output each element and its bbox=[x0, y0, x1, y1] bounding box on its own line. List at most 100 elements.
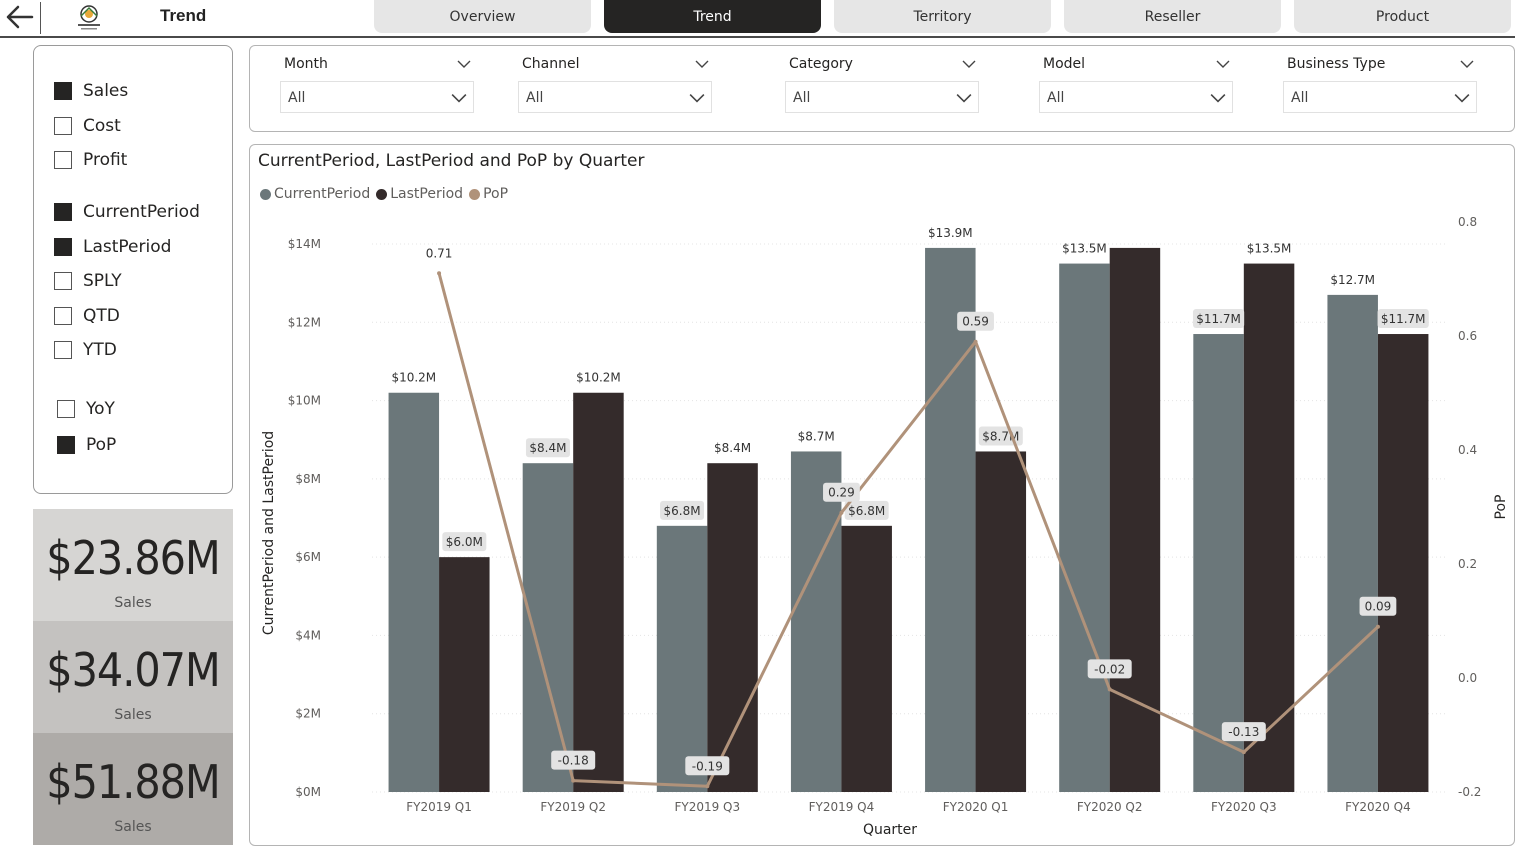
bar-currentperiod[interactable] bbox=[1327, 294, 1378, 792]
measure-option-currentperiod[interactable]: CurrentPeriod bbox=[54, 202, 200, 222]
checkbox[interactable] bbox=[54, 82, 72, 100]
checkbox[interactable] bbox=[54, 151, 72, 169]
legend-item-pop[interactable]: PoP bbox=[469, 186, 508, 202]
point-pop[interactable] bbox=[571, 778, 576, 783]
checkbox[interactable] bbox=[54, 238, 72, 256]
y-tick-label: $6M bbox=[295, 550, 321, 564]
bar-label-lastperiod: $13.5M bbox=[1247, 242, 1292, 256]
point-pop[interactable] bbox=[1107, 687, 1112, 692]
kpi-card: $34.07M Sales bbox=[33, 621, 233, 733]
bar-label-currentperiod: $13.5M bbox=[1062, 242, 1107, 256]
checkbox[interactable] bbox=[54, 272, 72, 290]
tab-territory[interactable]: Territory bbox=[834, 0, 1051, 33]
bar-label-currentperiod: $8.4M bbox=[529, 441, 566, 455]
bar-lastperiod[interactable] bbox=[573, 392, 624, 792]
legend-marker bbox=[376, 188, 388, 200]
point-pop[interactable] bbox=[973, 339, 978, 344]
measure-option-profit[interactable]: Profit bbox=[54, 150, 127, 170]
bar-currentperiod[interactable] bbox=[790, 451, 842, 792]
checkbox[interactable] bbox=[54, 341, 72, 359]
checkbox[interactable] bbox=[57, 436, 75, 454]
checkbox[interactable] bbox=[54, 307, 72, 325]
filter-dropdown[interactable]: All bbox=[785, 81, 979, 113]
legend-item-lastperiod[interactable]: LastPeriod bbox=[376, 186, 463, 202]
kpi-card: $51.88M Sales bbox=[33, 733, 233, 845]
measure-option-sales[interactable]: Sales bbox=[54, 81, 128, 101]
y-tick-label: $14M bbox=[288, 237, 321, 251]
filter-dropdown[interactable]: All bbox=[280, 81, 474, 113]
chevron-down-icon bbox=[956, 94, 972, 103]
measure-option-pop[interactable]: PoP bbox=[57, 435, 116, 455]
filter-title: Business Type bbox=[1287, 56, 1386, 72]
filter-title: Model bbox=[1043, 56, 1086, 72]
measure-option-yoy[interactable]: YoY bbox=[57, 399, 115, 419]
tab-overview[interactable]: Overview bbox=[374, 0, 591, 33]
y-tick-label: $0M bbox=[295, 785, 321, 799]
measure-option-ytd[interactable]: YTD bbox=[54, 340, 117, 360]
measure-option-sply[interactable]: SPLY bbox=[54, 271, 122, 291]
bar-lastperiod[interactable] bbox=[1377, 334, 1429, 792]
bar-currentperiod[interactable] bbox=[1059, 263, 1110, 792]
pop-label: -0.18 bbox=[558, 754, 589, 768]
point-pop[interactable] bbox=[437, 271, 442, 276]
tab-product[interactable]: Product bbox=[1294, 0, 1511, 33]
bar-currentperiod[interactable] bbox=[522, 463, 574, 792]
combo-chart: $0M $2M $4M $6M $8M $10M $12M $14M -0.2 0.0 0.2 0.4… bbox=[261, 215, 1509, 838]
checkbox[interactable] bbox=[54, 203, 72, 221]
bar-lastperiod[interactable] bbox=[1243, 263, 1295, 792]
top-separator bbox=[40, 2, 41, 34]
pop-label: 0.59 bbox=[962, 315, 989, 329]
point-pop[interactable] bbox=[839, 510, 844, 515]
bar-lastperiod[interactable] bbox=[841, 525, 892, 792]
pop-label: -0.13 bbox=[1228, 725, 1259, 739]
x-tick-label: FY2019 Q1 bbox=[406, 800, 472, 814]
checkbox[interactable] bbox=[54, 117, 72, 135]
legend-item-currentperiod[interactable]: CurrentPeriod bbox=[260, 186, 370, 202]
bar-currentperiod[interactable] bbox=[656, 525, 708, 792]
bar-lastperiod[interactable] bbox=[439, 557, 490, 792]
back-arrow-icon[interactable] bbox=[2, 0, 38, 34]
measure-option-label: Profit bbox=[83, 150, 128, 170]
chevron-down-icon[interactable] bbox=[457, 56, 471, 70]
filter-title: Channel bbox=[522, 56, 580, 72]
x-tick-label: FY2020 Q1 bbox=[943, 800, 1009, 814]
measure-option-lastperiod[interactable]: LastPeriod bbox=[54, 237, 171, 257]
filter-dropdown[interactable]: All bbox=[518, 81, 712, 113]
bar-lastperiod[interactable] bbox=[707, 463, 758, 792]
bar-label-currentperiod: $8.7M bbox=[798, 429, 835, 443]
bar-label-currentperiod-box bbox=[1192, 309, 1245, 329]
measure-option-cost[interactable]: Cost bbox=[54, 116, 121, 136]
kpi-value: $51.88M bbox=[46, 755, 220, 809]
y-tick-label: $10M bbox=[288, 394, 321, 408]
point-pop[interactable] bbox=[705, 784, 710, 789]
bar-lastperiod[interactable] bbox=[975, 451, 1027, 792]
pop-label: 0.09 bbox=[1365, 600, 1392, 614]
bar-label-lastperiod: $6.8M bbox=[848, 504, 885, 518]
adventure-works-logo bbox=[72, 2, 106, 34]
bar-label-currentperiod: $11.7M bbox=[1196, 312, 1241, 326]
bar-label-currentperiod: $13.9M bbox=[928, 226, 973, 240]
y2-axis-title: PoP bbox=[1493, 495, 1509, 520]
point-pop[interactable] bbox=[1241, 750, 1246, 755]
chevron-down-icon[interactable] bbox=[962, 56, 976, 70]
point-pop[interactable] bbox=[1375, 624, 1380, 629]
chevron-down-icon bbox=[689, 94, 705, 103]
bar-label-lastperiod-box bbox=[1377, 309, 1429, 329]
x-tick-label: FY2019 Q3 bbox=[674, 800, 740, 814]
chevron-down-icon[interactable] bbox=[695, 56, 709, 70]
measure-option-label: SPLY bbox=[83, 271, 122, 291]
bar-currentperiod[interactable] bbox=[388, 392, 440, 792]
x-tick-label: FY2020 Q3 bbox=[1211, 800, 1277, 814]
chevron-down-icon[interactable] bbox=[1216, 56, 1230, 70]
tab-trend[interactable]: Trend bbox=[604, 0, 821, 33]
checkbox[interactable] bbox=[57, 400, 75, 418]
line-pop[interactable] bbox=[437, 272, 1379, 788]
y2-tick-label: -0.2 bbox=[1458, 785, 1481, 799]
chevron-down-icon[interactable] bbox=[1460, 56, 1474, 70]
bar-currentperiod[interactable] bbox=[1193, 334, 1244, 792]
filter-dropdown[interactable]: All bbox=[1283, 81, 1477, 113]
filter-dropdown[interactable]: All bbox=[1039, 81, 1233, 113]
bar-currentperiod[interactable] bbox=[925, 247, 976, 792]
tab-reseller[interactable]: Reseller bbox=[1064, 0, 1281, 33]
measure-option-qtd[interactable]: QTD bbox=[54, 306, 120, 326]
